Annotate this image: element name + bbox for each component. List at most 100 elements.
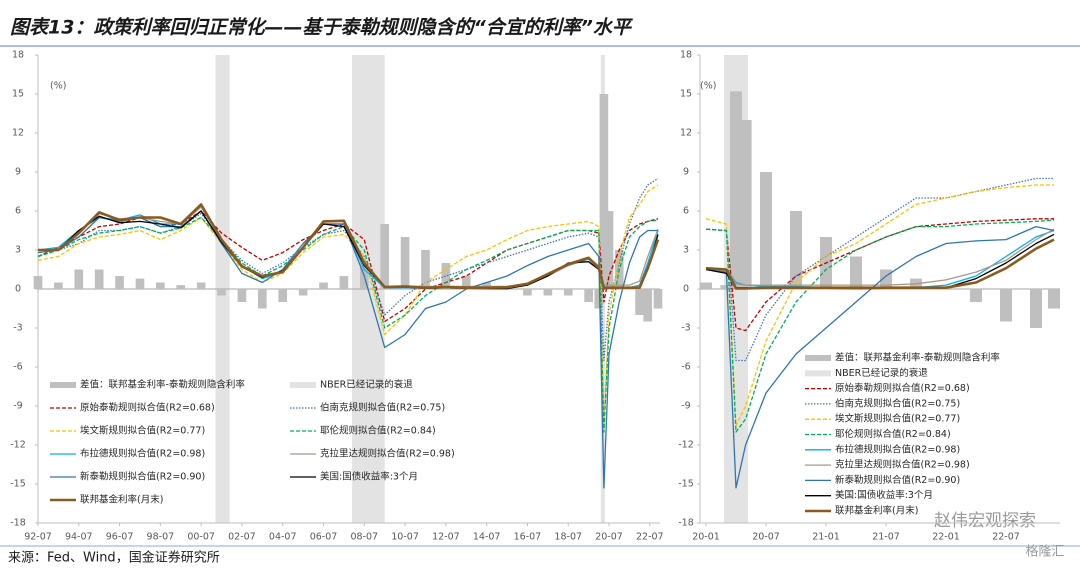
legend-label: 原始泰勒规则拟合值(R2=0.68) (80, 402, 215, 414)
x-tick-label: 20-07 (595, 532, 623, 543)
bar (441, 263, 451, 289)
bar (176, 285, 186, 289)
legend-label: 耶伦规则拟合值(R2=0.84) (320, 425, 436, 437)
y-tick-label: 15 (680, 89, 692, 100)
bar (237, 289, 247, 302)
bar (339, 276, 349, 289)
series-line (37, 177, 659, 362)
y-tick-label: -6 (681, 362, 690, 373)
page-title: 图表13：政策利率回归正常化——基于泰勒规则隐含的“合宜的利率”水平 (10, 17, 634, 39)
legend-swatch (805, 355, 831, 361)
y-tick-label: 18 (12, 50, 24, 61)
y-tick-label: 9 (683, 167, 689, 178)
bar (700, 282, 712, 289)
legend-label: 布拉德规则拟合值(R2=0.98) (835, 443, 960, 455)
y-tick-label: -9 (13, 401, 22, 412)
bar (74, 269, 84, 289)
x-tick-label: 10-07 (391, 532, 419, 543)
bar (635, 289, 644, 315)
x-tick-label: 22-07 (992, 532, 1020, 543)
y-tick-label: 18 (680, 50, 692, 61)
legend-label: 埃文斯规则拟合值(R2=0.77) (80, 425, 205, 437)
x-tick-label: 14-07 (473, 532, 501, 543)
y-tick-label: 3 (15, 245, 21, 256)
legend-swatch (805, 370, 831, 377)
bar (1030, 289, 1042, 328)
bar (599, 94, 609, 289)
legend-label: 埃文斯规则拟合值(R2=0.77) (835, 413, 960, 425)
series-line (37, 203, 659, 289)
legend-label: NBER已经记录的衰退 (320, 379, 413, 391)
watermark: 赵伟宏观探索 (934, 511, 1036, 531)
bar (760, 172, 772, 289)
y-tick-label: -3 (13, 323, 22, 334)
bar (970, 289, 982, 302)
bar (421, 250, 430, 289)
x-tick-label: 12-07 (432, 532, 460, 543)
y-tick-label: -12 (10, 440, 26, 451)
x-tick-label: 00-07 (187, 532, 215, 543)
legend-label: 克拉里达规则拟合值(R2=0.98) (320, 448, 455, 460)
x-tick-label: 98-07 (147, 532, 175, 543)
y-tick-label: -18 (10, 518, 26, 529)
y-tick-label: 6 (683, 206, 689, 217)
legend-swatch (50, 382, 76, 388)
legend-label: 原始泰勒规则拟合值(R2=0.68) (835, 382, 970, 394)
series-line (38, 203, 660, 290)
bar (720, 285, 733, 289)
x-tick-label: 08-07 (350, 532, 378, 543)
legend-label: 联邦基金利率(月末) (80, 494, 163, 506)
bar (1048, 289, 1060, 309)
legend-label: 伯南克规则拟合值(R2=0.75) (835, 397, 960, 409)
bar (258, 289, 267, 309)
x-tick-label: 16-07 (514, 532, 542, 543)
x-tick-label: 20-01 (692, 532, 720, 543)
x-tick-label: 20-07 (752, 532, 780, 543)
legend-label: 新泰勒规则拟合值(R2=0.90) (80, 471, 205, 483)
bar (156, 282, 165, 289)
bar (217, 289, 226, 296)
bar (790, 211, 802, 289)
bar (196, 282, 206, 289)
bar (584, 289, 593, 302)
series-line (705, 238, 1055, 290)
series-line (705, 177, 1054, 362)
bar (380, 224, 390, 289)
y-axis-label: (%) (50, 81, 66, 92)
y-tick-label: -15 (678, 479, 694, 490)
y-tick-label: -15 (10, 479, 26, 490)
legend-label: 联邦基金利率(月末) (835, 505, 918, 517)
bar (643, 289, 653, 322)
bar (94, 269, 104, 289)
x-tick-label: 92-07 (24, 532, 52, 543)
y-tick-label: 6 (15, 206, 21, 217)
legend-label: 差值：联邦基金利率-泰勒规则隐含利率 (835, 352, 1000, 364)
y-tick-label: -12 (678, 440, 694, 451)
y-tick-label: -18 (678, 518, 694, 529)
bar (730, 91, 742, 290)
legend-label: 美国:国债收益率:3个月 (320, 471, 418, 483)
x-tick-label: 02-07 (228, 532, 256, 543)
bar (115, 276, 124, 289)
y-tick-label: 0 (683, 284, 689, 295)
y-tick-label: -9 (681, 401, 690, 412)
y-tick-label: 12 (12, 128, 24, 139)
source-note: 来源：Fed、Wind，国金证券研究所 (8, 550, 220, 566)
x-tick-label: 21-01 (812, 532, 840, 543)
series-line (705, 228, 1055, 286)
y-tick-label: 0 (15, 284, 21, 295)
x-tick-label: 21-07 (872, 532, 900, 543)
legend-label: NBER已经记录的衰退 (835, 367, 928, 379)
bar (135, 278, 145, 289)
bar (278, 289, 288, 302)
series-line (37, 184, 659, 427)
y-tick-label: -6 (13, 362, 22, 373)
bar (523, 289, 532, 296)
series-line (37, 210, 658, 489)
x-tick-label: 22-07 (636, 532, 664, 543)
bar (563, 289, 573, 296)
y-tick-label: 15 (12, 89, 24, 100)
legend-label: 美国:国债收益率:3个月 (835, 489, 933, 501)
bar (54, 282, 63, 289)
legend-label: 差值：联邦基金利率-泰勒规则隐含利率 (80, 379, 245, 391)
